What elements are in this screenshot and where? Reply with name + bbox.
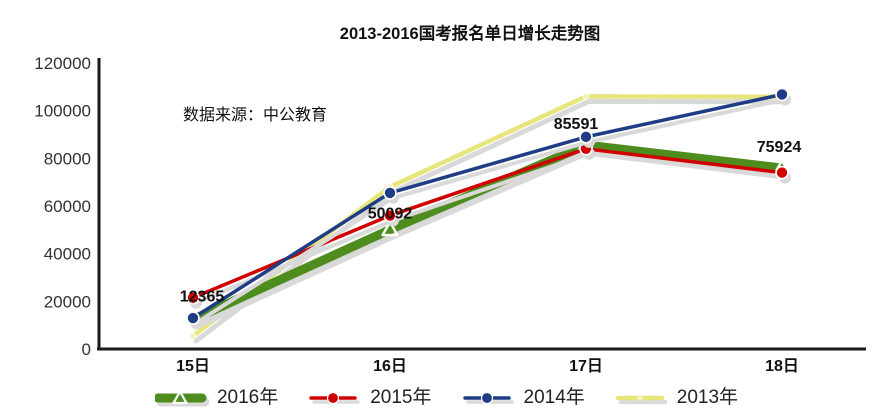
y-tick-label: 60000 [44, 197, 91, 216]
data-label: 75924 [757, 139, 802, 156]
legend-triangle-marker [172, 389, 188, 404]
chart-canvas: 2013-2016国考报名单日增长走势图 数据来源：中公教育 0 20000 400… [34, 23, 866, 375]
y-tick-label: 0 [82, 340, 91, 359]
legend-label: 2015年 [370, 387, 432, 408]
legend-item-2013: 2013年 [615, 388, 738, 407]
data-label: 85591 [554, 116, 599, 133]
data-label: 12365 [180, 289, 225, 306]
circle-marker [383, 208, 397, 223]
line-shadow [193, 98, 788, 344]
dot-marker [582, 92, 590, 100]
dot-marker [189, 332, 197, 340]
legend-item-2015: 2015年 [308, 387, 432, 408]
circle-marker [186, 311, 200, 325]
chart-title: 2013-2016国考报名单日增长走势图 [340, 23, 600, 43]
legend-circle-marker [327, 391, 340, 404]
legend: 2016年 2015年 2014年 2013年 [0, 378, 893, 417]
legend-label: 2016年 [216, 387, 279, 408]
triangle-marker [381, 220, 399, 237]
x-tick-label: 17日 [569, 357, 603, 375]
y-tick-label: 100000 [34, 102, 91, 121]
y-tick-label: 40000 [44, 245, 91, 264]
legend-item-2016: 2016年 [154, 387, 279, 408]
legend-swatch-2013 [615, 394, 668, 404]
legend-swatch-2015 [309, 391, 360, 404]
x-tick-label: 16日 [373, 357, 407, 375]
circle-marker [383, 186, 397, 200]
series-2014 [186, 87, 791, 330]
plot-area: 0 20000 40000 60000 80000 100000 120000 15日 16日 1… [34, 54, 866, 375]
y-tick-label: 20000 [44, 292, 91, 311]
line-2014 [191, 92, 784, 320]
legend-swatch-2014 [462, 391, 514, 404]
circle-marker [579, 130, 593, 144]
legend-item-2014: 2014年 [462, 388, 585, 407]
circle-marker [775, 165, 789, 180]
y-tick-label: 120000 [34, 54, 91, 73]
y-tick-label: 80000 [44, 149, 91, 168]
legend-swatch-2016 [154, 389, 209, 406]
line-shadow [191, 145, 790, 330]
circle-marker [775, 87, 789, 102]
legend-circle-marker [480, 391, 493, 404]
x-tick-label: 15日 [176, 357, 210, 375]
legend-label: 2013年 [676, 387, 739, 408]
x-tick-label: 18日 [765, 357, 799, 375]
series-2013 [189, 92, 788, 344]
line-2013 [190, 94, 785, 339]
data-label: 50092 [368, 206, 413, 223]
circle-marker [186, 290, 200, 305]
legend-label: 2014年 [523, 387, 585, 408]
line-shadow [194, 97, 787, 326]
data-source-note: 数据来源：中公教育 [183, 106, 327, 124]
legend-dot-marker [636, 394, 643, 401]
